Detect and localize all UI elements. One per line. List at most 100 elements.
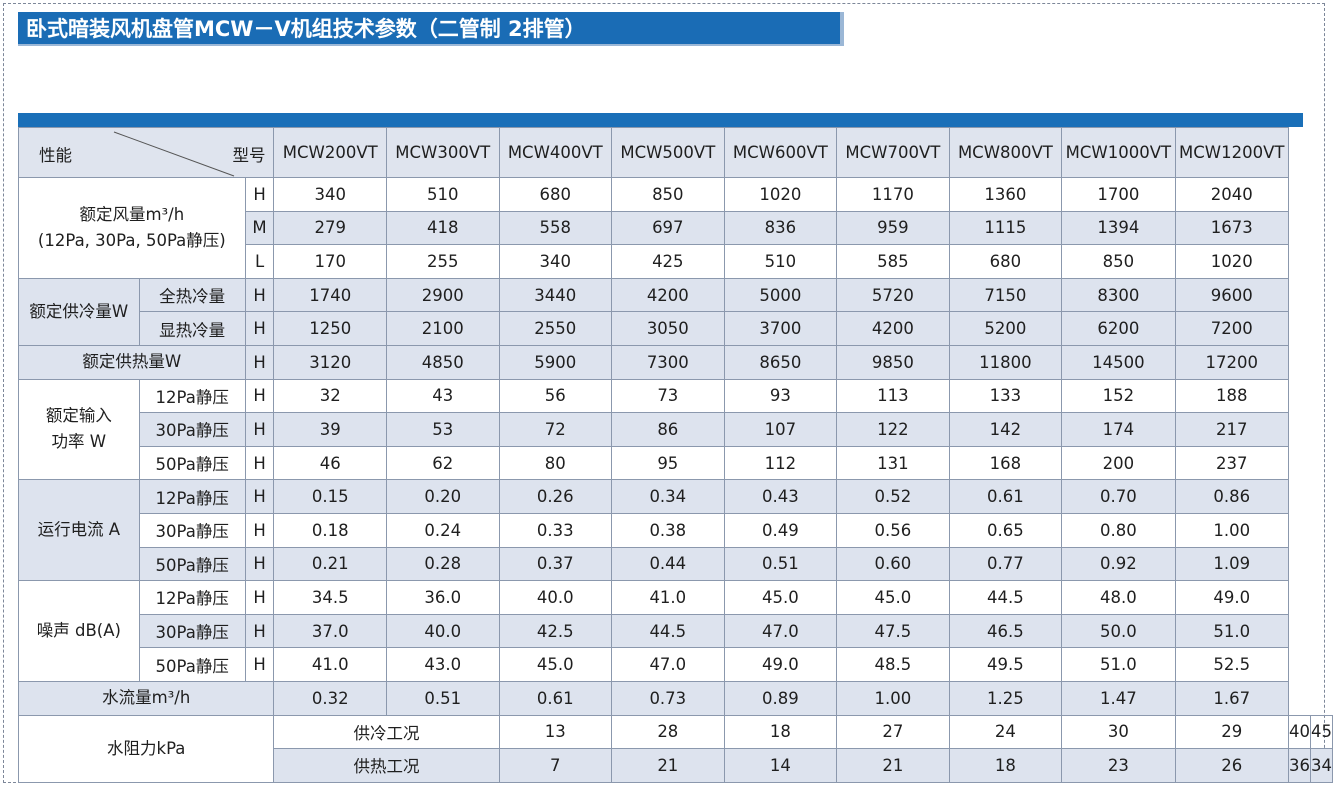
value-cell: 11800 xyxy=(948,344,1063,380)
value-cell: 14 xyxy=(723,748,838,783)
value-cell: 1115 xyxy=(948,210,1063,246)
value-cell: 42.5 xyxy=(498,613,613,649)
sub-label: 30Pa静压 xyxy=(138,613,246,649)
data-row: 额定输入 功率 W 12Pa静压 H 32 43 56 73 93 113 133 152 188 xyxy=(18,378,1333,481)
model-header: MCW800VT xyxy=(948,127,1063,178)
mode-label: H xyxy=(244,445,275,481)
value-cell: 112 xyxy=(723,445,838,481)
group-label-line: 额定供热量W xyxy=(82,352,182,372)
mode-label: H xyxy=(244,277,275,313)
model-header: MCW1200VT xyxy=(1174,127,1290,178)
value-cell: 0.80 xyxy=(1061,512,1176,548)
value-cell: 52.5 xyxy=(1174,647,1290,682)
value-cell: 133 xyxy=(948,378,1063,414)
group-label-line: 水阻力kPa xyxy=(107,738,186,758)
sub-label: 50Pa静压 xyxy=(138,546,246,582)
value-cell: 255 xyxy=(385,244,500,279)
value-cell: 80 xyxy=(498,445,613,481)
value-cell: 0.61 xyxy=(948,479,1063,514)
model-header: MCW500VT xyxy=(611,127,725,178)
value-cell: 2040 xyxy=(1174,177,1290,212)
value-cell: 7 xyxy=(498,748,613,783)
value-cell: 5720 xyxy=(836,277,950,313)
value-cell: 24 xyxy=(948,714,1063,750)
value-cell: 0.21 xyxy=(273,546,387,582)
value-cell: 152 xyxy=(1061,378,1176,414)
value-cell: 30 xyxy=(1061,714,1176,750)
value-cell: 13 xyxy=(498,714,613,750)
value-cell: 28 xyxy=(611,714,725,750)
group-label-line: 额定输入 xyxy=(45,406,112,426)
value-cell: 0.44 xyxy=(611,546,725,582)
value-cell: 0.37 xyxy=(498,546,613,582)
value-cell: 5200 xyxy=(948,311,1063,346)
value-cell: 36.0 xyxy=(385,580,500,615)
table-top-bar xyxy=(18,113,1303,127)
value-cell: 47.5 xyxy=(836,613,950,649)
mode-label: H xyxy=(244,378,275,414)
mode-label: H xyxy=(244,647,275,682)
value-cell: 51.0 xyxy=(1061,647,1176,682)
value-cell: 46 xyxy=(273,445,387,481)
value-cell: 6200 xyxy=(1061,311,1176,346)
value-cell: 0.86 xyxy=(1174,479,1290,514)
value-cell: 18 xyxy=(723,714,838,750)
value-cell: 40.0 xyxy=(385,613,500,649)
sub-label: 显热冷量 xyxy=(138,311,246,346)
value-cell: 0.38 xyxy=(611,512,725,548)
mode-label: H xyxy=(244,580,275,615)
value-cell: 0.15 xyxy=(273,479,387,514)
value-cell: 95 xyxy=(611,445,725,481)
sub-label: 全热冷量 xyxy=(138,277,246,313)
value-cell: 0.34 xyxy=(611,479,725,514)
value-cell: 237 xyxy=(1174,445,1290,481)
mode-label: H xyxy=(244,344,275,380)
value-cell: 40.0 xyxy=(498,580,613,615)
value-cell: 1170 xyxy=(836,177,950,212)
value-cell: 45.0 xyxy=(836,580,950,615)
header-row: 性能 型号 MCW200VT MCW300VT MCW400VT MCW500VT MCW6… xyxy=(17,127,1333,178)
mode-label: L xyxy=(244,244,275,279)
mode-label: H xyxy=(244,512,275,548)
value-cell: 46.5 xyxy=(948,613,1063,649)
data-row: 50Pa静压 H 46 62 80 95 112 131 168 200 237 xyxy=(19,445,1333,481)
value-cell: 0.51 xyxy=(385,680,500,716)
value-cell: 340 xyxy=(498,244,613,279)
value-cell: 0.65 xyxy=(948,512,1063,548)
group-label: 水阻力kPa xyxy=(17,714,275,783)
value-cell: 21 xyxy=(611,748,725,783)
value-cell: 3440 xyxy=(498,277,613,313)
value-cell: 1.25 xyxy=(948,680,1063,716)
value-cell: 1700 xyxy=(1061,177,1176,212)
value-cell: 34 xyxy=(1310,748,1333,783)
data-row: 水流量m³/h 0.32 0.51 0.61 0.73 0.89 1.00 1.25 1.47 1… xyxy=(17,680,1333,716)
value-cell: 0.28 xyxy=(385,546,500,582)
value-cell: 4200 xyxy=(836,311,950,346)
value-cell: 53 xyxy=(385,412,500,447)
value-cell: 0.20 xyxy=(385,479,500,514)
value-cell: 1394 xyxy=(1061,210,1176,246)
mode-label: H xyxy=(244,412,275,447)
value-cell: 14500 xyxy=(1061,344,1176,380)
group-label: 额定风量m³/h (12Pa, 30Pa, 50Pa静压) xyxy=(18,177,246,279)
value-cell: 3700 xyxy=(723,311,838,346)
value-cell: 7300 xyxy=(611,344,725,380)
model-header: MCW300VT xyxy=(385,127,500,178)
value-cell: 107 xyxy=(723,412,838,447)
value-cell: 510 xyxy=(723,244,838,279)
value-cell: 2900 xyxy=(385,277,500,313)
value-cell: 1.00 xyxy=(1174,512,1290,548)
value-cell: 62 xyxy=(385,445,500,481)
title: 卧式暗装风机盘管MCW－V机组技术参数（二管制 2排管） xyxy=(18,12,844,46)
value-cell: 26 xyxy=(1174,748,1290,783)
value-cell: 0.33 xyxy=(498,512,613,548)
group-label-line: 运行电流 A xyxy=(37,520,121,540)
data-row: 30Pa静压 H 39 53 72 86 107 122 142 174 217 xyxy=(19,412,1333,447)
value-cell: 131 xyxy=(836,445,950,481)
value-cell: 0.60 xyxy=(836,546,950,582)
value-cell: 37.0 xyxy=(273,613,387,649)
value-cell: 340 xyxy=(273,177,387,212)
value-cell: 200 xyxy=(1061,445,1176,481)
value-cell: 425 xyxy=(611,244,725,279)
data-row: 噪声 dB(A) 12Pa静压 H 34.5 36.0 40.0 41.0 45.0 45.0 4… xyxy=(18,580,1333,682)
